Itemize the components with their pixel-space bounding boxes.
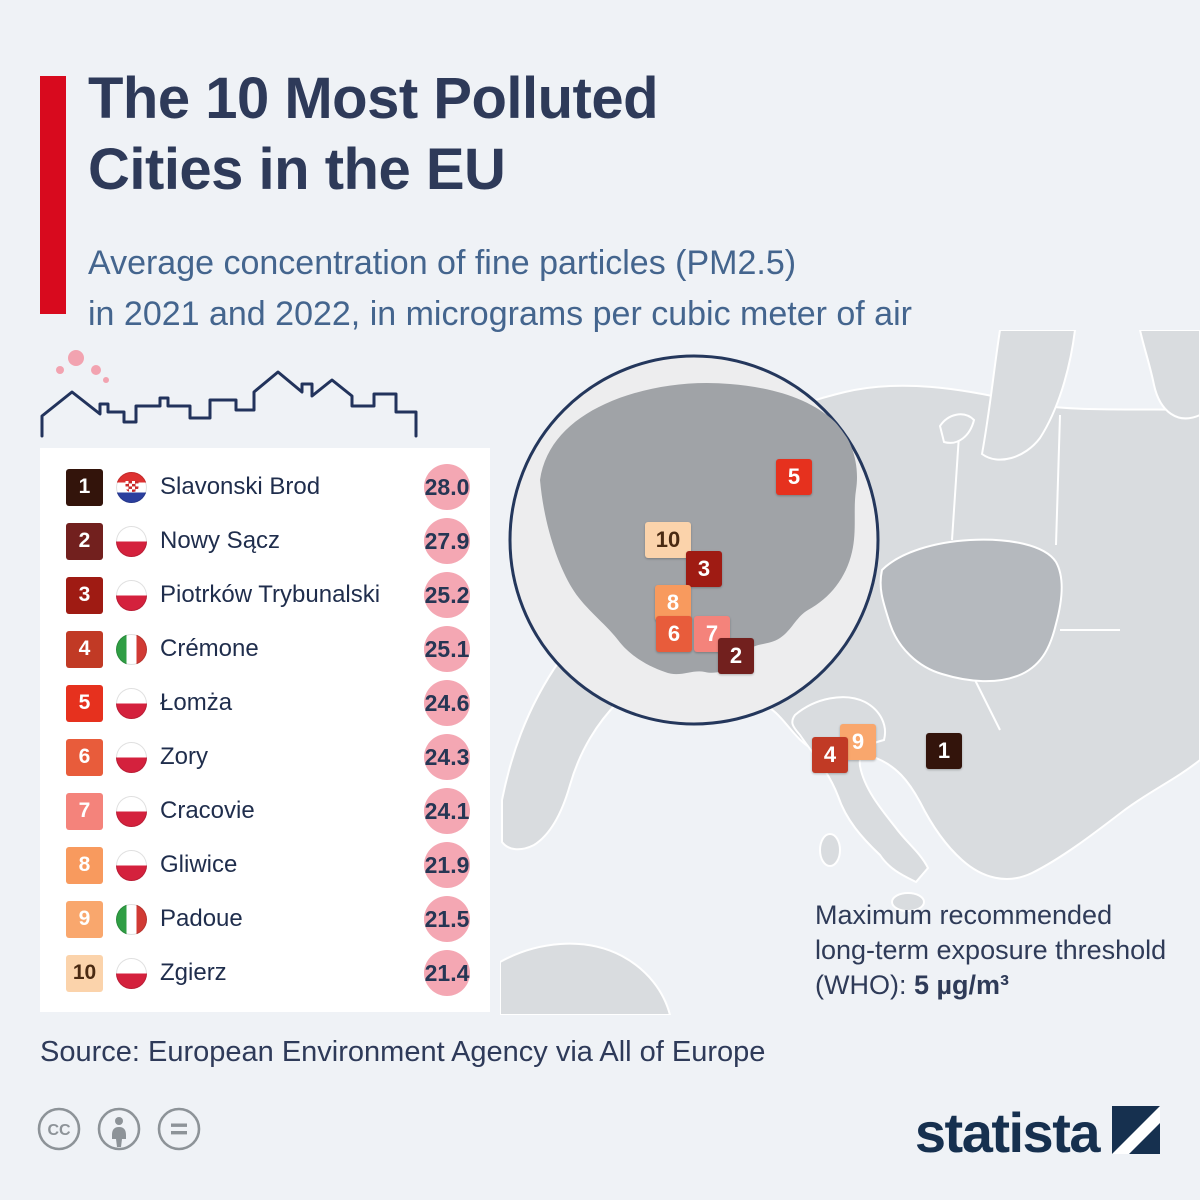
title-line-2: Cities in the EU (88, 136, 506, 202)
value-badge: 24.1 (424, 788, 470, 834)
ranking-row-7: 7 Cracovie 24.1 (40, 784, 490, 838)
rank-badge: 6 (66, 738, 103, 776)
map-marker-rank-5: 5 (776, 459, 812, 495)
rank-badge: 5 (66, 684, 103, 722)
value-badge: 24.6 (424, 680, 470, 726)
city-name: Łomża (160, 689, 233, 716)
flag-poland-icon (116, 957, 147, 989)
source-credit: Source: European Environment Agency via … (40, 1036, 766, 1068)
map-marker-rank-6: 6 (656, 616, 692, 652)
denmark (938, 413, 976, 444)
value-badge: 21.4 (424, 950, 470, 996)
who-threshold-note: Maximum recommended long-term exposure t… (815, 898, 1185, 1003)
flag-croatia-icon (116, 471, 147, 503)
rank-badge: 3 (66, 576, 103, 614)
cc-icon: CC (36, 1106, 82, 1157)
ranking-row-9: 9 Padoue 21.5 (40, 892, 490, 946)
map-marker-rank-8: 8 (655, 585, 691, 621)
value-badge: 25.1 (424, 626, 470, 672)
rank-badge: 9 (66, 900, 103, 938)
sardinia (819, 833, 841, 867)
statista-brand: statista (915, 1100, 1160, 1165)
svg-text:CC: CC (47, 1122, 71, 1139)
page-title: The 10 Most Polluted Cities in the EU (88, 64, 659, 206)
subtitle-line-1: Average concentration of fine particles … (88, 244, 797, 282)
ranking-row-8: 8 Gliwice 21.9 (40, 838, 490, 892)
scandinavia (980, 330, 1077, 461)
city-name: Gliwice (160, 851, 238, 878)
rank-badge: 10 (66, 954, 103, 992)
value-badge: 21.5 (424, 896, 470, 942)
flag-poland-icon (116, 741, 147, 773)
license-icons: CC (36, 1106, 202, 1157)
page-subtitle: Average concentration of fine particles … (88, 238, 912, 340)
city-skyline-icon (40, 350, 418, 438)
ranking-row-4: 4 Crémone 25.1 (40, 622, 490, 676)
map-marker-rank-1: 1 (926, 733, 962, 769)
flag-poland-icon (116, 687, 147, 719)
city-name: Piotrków Trybunalski (160, 581, 381, 608)
city-name: Cracovie (160, 797, 255, 824)
iberia (500, 942, 672, 1015)
who-note-label: (WHO): (815, 970, 907, 1001)
value-badge: 28.0 (424, 464, 470, 510)
ranking-panel: 1 Slavonski Brod 28.0 2 Nowy Sącz 27.9 3… (40, 448, 490, 1012)
rank-badge: 4 (66, 630, 103, 668)
flag-poland-icon (116, 579, 147, 611)
poland-zoomed (540, 382, 858, 675)
pollution-dots-icon (56, 350, 109, 383)
who-note-line-2: long-term exposure threshold (815, 935, 1167, 966)
map-marker-rank-2: 2 (718, 638, 754, 674)
subtitle-line-2: in 2021 and 2022, in micrograms per cubi… (88, 295, 912, 333)
city-name: Zory (160, 743, 208, 770)
europe-map (500, 330, 1200, 1015)
city-name: Slavonski Brod (160, 473, 321, 500)
map-marker-rank-4: 4 (812, 737, 848, 773)
sicily (891, 892, 925, 912)
rank-badge: 1 (66, 468, 103, 506)
flag-italy-icon (116, 633, 147, 665)
ranking-row-3: 3 Piotrków Trybunalski 25.2 (40, 568, 490, 622)
value-badge: 21.9 (424, 842, 470, 888)
map-marker-rank-3: 3 (686, 551, 722, 587)
city-name: Padoue (160, 905, 243, 932)
flag-poland-icon (116, 525, 147, 557)
title-line-1: The 10 Most Polluted (88, 66, 659, 131)
city-name: Crémone (160, 635, 259, 662)
city-name: Nowy Sącz (160, 527, 281, 554)
ranking-row-1: 1 Slavonski Brod 28.0 (40, 460, 490, 514)
rank-badge: 2 (66, 522, 103, 560)
flag-italy-icon (116, 903, 147, 935)
who-note-line-1: Maximum recommended (815, 900, 1113, 930)
poland-highlight (879, 538, 1063, 683)
rank-badge: 7 (66, 792, 103, 830)
city-name: Zgierz (160, 959, 227, 986)
ranking-row-6: 6 Zory 24.3 (40, 730, 490, 784)
ranking-row-2: 2 Nowy Sącz 27.9 (40, 514, 490, 568)
rank-badge: 8 (66, 846, 103, 884)
value-badge: 25.2 (424, 572, 470, 618)
who-note-value: 5 µg/m³ (913, 970, 1010, 1001)
finland (1138, 330, 1200, 420)
value-badge: 27.9 (424, 518, 470, 564)
flag-poland-icon (116, 849, 147, 881)
accent-bar (40, 76, 66, 314)
statista-wordmark: statista (914, 1101, 1101, 1164)
value-badge: 24.3 (424, 734, 470, 780)
map-marker-rank-10: 10 (645, 522, 691, 558)
statista-logo-icon (1112, 1106, 1160, 1159)
ranking-row-5: 5 Łomża 24.6 (40, 676, 490, 730)
ranking-row-10: 10 Zgierz 21.4 (40, 946, 490, 1000)
no-derivatives-icon (156, 1106, 202, 1157)
flag-poland-icon (116, 795, 147, 827)
attribution-icon (96, 1106, 142, 1157)
